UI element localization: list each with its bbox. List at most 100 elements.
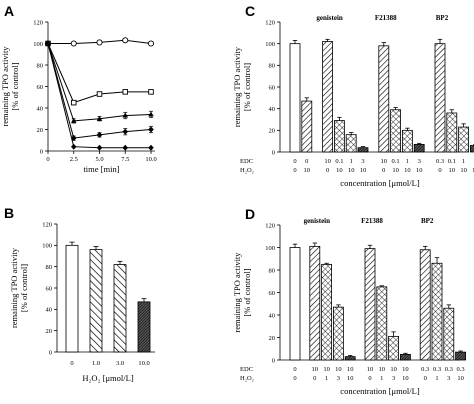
bar xyxy=(434,43,446,153)
y-tick-label: 80 xyxy=(269,267,276,274)
panel-b: B 0 20 40 60 80 100 120 remaining TPO activity [%… xyxy=(4,205,155,383)
series-line-3 xyxy=(47,43,152,122)
y-axis-label: remaining TPO activity xyxy=(232,252,242,333)
y-tick-label: 40 xyxy=(37,105,44,112)
edc-value: 0.3 xyxy=(445,366,453,373)
y-tick-label: 100 xyxy=(42,243,52,250)
bar xyxy=(89,249,103,353)
bar xyxy=(413,144,425,153)
bar xyxy=(333,120,345,153)
compound-label: genistein xyxy=(304,217,331,225)
edc-value: 3 xyxy=(361,158,364,165)
panel-label-c: C xyxy=(245,3,255,19)
edc-value: 0.3 xyxy=(421,366,429,373)
bar xyxy=(309,245,321,361)
bar xyxy=(431,262,443,361)
h2o2-value: 0 xyxy=(368,375,371,382)
h2o2-value: 10 xyxy=(460,167,467,174)
edc-value: 0 xyxy=(293,158,296,165)
bar xyxy=(357,147,369,153)
y-tick-label: 0 xyxy=(49,349,52,356)
edc-value: 10 xyxy=(347,366,354,373)
edc-value: 0.1 xyxy=(335,158,343,165)
h2o2-value: 10 xyxy=(404,167,411,174)
edc-value: 10 xyxy=(381,158,388,165)
x-tick-label: 3.0 xyxy=(116,360,124,367)
data-point xyxy=(96,91,103,97)
h2o2-value: 3 xyxy=(337,375,340,382)
y-tick-label: 80 xyxy=(269,63,276,70)
y-tick-label: 40 xyxy=(269,106,276,113)
x-axis-label: H₂O₂ [μmol/L] xyxy=(82,373,133,383)
y-tick-label: 40 xyxy=(269,312,276,319)
edc-value: 0.1 xyxy=(448,158,456,165)
data-point xyxy=(148,126,154,133)
data-point xyxy=(96,131,103,138)
edc-value: 10 xyxy=(402,366,409,373)
y-tick-label: 100 xyxy=(265,245,275,252)
y-tick-label: 20 xyxy=(269,128,276,135)
data-point xyxy=(147,40,155,47)
y-tick-label: 100 xyxy=(265,41,275,48)
data-point xyxy=(148,144,154,151)
edc-value: 3 xyxy=(418,158,421,165)
h2o2-value: 3 xyxy=(392,375,395,382)
edc-value: 0.3 xyxy=(436,158,444,165)
bar xyxy=(332,306,344,361)
bar xyxy=(443,307,455,361)
y-axis-label: remaining TPO activity xyxy=(0,46,10,127)
y-tick-label: 120 xyxy=(42,221,52,228)
y-axis-label-unit: [% of control] xyxy=(242,268,252,316)
h2o2-value: 10 xyxy=(392,167,399,174)
x-axis-label: time [min] xyxy=(83,164,119,174)
data-point xyxy=(96,115,103,121)
data-point xyxy=(122,128,129,135)
h2o2-value: 0 xyxy=(293,167,296,174)
bar xyxy=(301,100,313,153)
panel-label-d: D xyxy=(245,206,255,222)
data-point xyxy=(148,111,154,117)
bar xyxy=(376,286,388,361)
panel-label-a: A xyxy=(4,3,14,19)
data-point xyxy=(70,40,77,47)
y-tick-label: 0 xyxy=(272,357,275,364)
h2o2-value: 10 xyxy=(347,375,354,382)
edc-row-label: EDC xyxy=(240,158,253,165)
h2o2-value: 0 xyxy=(438,167,441,174)
edc-value: 10 xyxy=(379,366,386,373)
bar xyxy=(458,126,470,153)
edc-value: 0.1 xyxy=(392,158,400,165)
x-axis-label: concentration [μmol/L] xyxy=(340,386,420,396)
h2o2-value: 0 xyxy=(313,375,316,382)
data-point xyxy=(122,89,128,95)
bar xyxy=(289,43,301,153)
h2o2-value: 10 xyxy=(457,375,464,382)
h2o2-value: 3 xyxy=(447,375,450,382)
edc-value: 1 xyxy=(462,158,465,165)
y-tick-label: 100 xyxy=(33,41,43,48)
x-tick-label: 7.5 xyxy=(121,156,129,163)
h2o2-value: 10 xyxy=(402,375,409,382)
y-tick-label: 60 xyxy=(46,285,53,292)
panel-a: A 0 20 40 60 80 100 120 remaining TPO activity [%… xyxy=(0,3,157,174)
x-tick-label: 5.0 xyxy=(95,156,103,163)
h2o2-value: 10 xyxy=(336,167,343,174)
edc-value: 1 xyxy=(350,158,353,165)
compound-label: F21388 xyxy=(375,14,397,22)
bar xyxy=(322,41,334,153)
edc-value: 10 xyxy=(367,366,374,373)
bar xyxy=(388,335,400,361)
y-axis-label: remaining TPO activity xyxy=(9,247,19,328)
h2o2-value: 1 xyxy=(325,375,328,382)
y-axis-label: remaining TPO activity xyxy=(232,46,242,127)
compound-label: BP2 xyxy=(436,14,449,22)
data-point xyxy=(96,144,103,151)
h2o2-value: 10 xyxy=(304,167,311,174)
bar xyxy=(390,109,402,153)
data-point xyxy=(70,99,77,106)
y-tick-label: 0 xyxy=(40,148,43,155)
h2o2-value: 0 xyxy=(326,167,329,174)
y-axis-label-unit: [% of control] xyxy=(242,63,252,111)
